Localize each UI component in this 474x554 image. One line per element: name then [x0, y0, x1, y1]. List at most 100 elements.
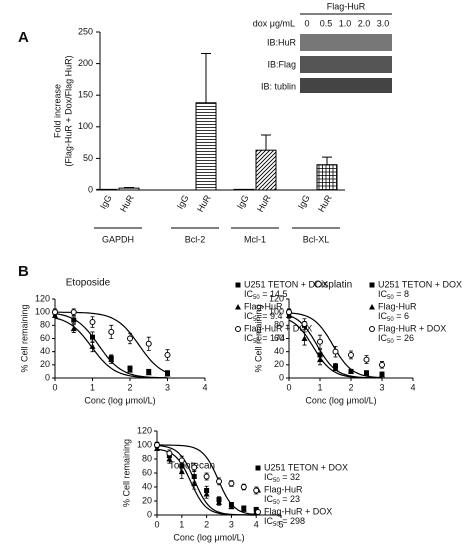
marker-triangle: [379, 371, 385, 378]
bar: [195, 102, 217, 191]
legend-ic50: IC50 = 9.4: [244, 311, 282, 322]
x-tick-label: 2: [127, 382, 132, 392]
legend-ic50: IC50 = 298: [264, 516, 305, 527]
x-tick-label: IgG: [98, 193, 114, 211]
x-tick-label: 2: [204, 519, 209, 529]
blot-label: IB:Flag: [267, 59, 296, 69]
x-tick-label: 0: [154, 519, 159, 529]
ic-prefix: IC: [244, 311, 254, 321]
ic-value: = 8: [394, 289, 409, 299]
marker-circle: [166, 450, 173, 457]
inset-dose: 1.0: [339, 18, 352, 28]
legend-marker: [235, 326, 241, 332]
error-bar: [261, 134, 271, 151]
marker-circle: [203, 473, 210, 480]
x-tick-label: IgG: [175, 193, 191, 211]
y-tick-label: 250: [78, 26, 93, 36]
legend-marker: [369, 282, 375, 288]
marker-triangle: [332, 365, 339, 371]
ic-prefix: IC: [378, 311, 388, 321]
inset-dose: 0.5: [320, 18, 333, 28]
marker-triangle: [108, 356, 115, 363]
group-label: Mcl-1: [244, 234, 266, 244]
legend-entry: U251 TETON + DOX: [244, 279, 328, 289]
y-tick-label: 40: [142, 481, 152, 491]
ic-prefix: IC: [378, 333, 388, 343]
marker-circle: [240, 484, 247, 490]
y-tick-label: 0: [147, 509, 152, 519]
marker-circle: [286, 309, 292, 316]
blot-band: [300, 56, 392, 73]
y-tick-label: 150: [78, 90, 93, 100]
marker-circle: [191, 464, 198, 471]
marker-triangle: [348, 368, 354, 374]
bar: [118, 187, 140, 191]
y-tick-label: 60: [274, 333, 284, 343]
y-tick-label: 0: [279, 372, 284, 382]
marker-circle: [164, 351, 171, 358]
marker-triangle: [301, 335, 308, 341]
marker-circle: [216, 478, 222, 485]
panel-label: A: [18, 29, 29, 46]
y-tick-label: 0: [88, 184, 93, 194]
marker-triangle: [178, 468, 185, 475]
marker-square: [90, 334, 95, 340]
legend-entry: Flag-HuR + DOX: [264, 506, 332, 516]
x-tick-label: 2: [348, 382, 353, 392]
marker-circle: [228, 480, 235, 487]
x-tick-label: 4: [202, 382, 207, 392]
legend-entry: U251 TETON + DOX: [378, 279, 462, 289]
ic-sub: 50: [387, 317, 394, 323]
y-tick-label: 80: [40, 320, 50, 330]
marker-triangle: [127, 367, 133, 373]
legend-ic50: IC50 = 174: [244, 333, 285, 344]
error-bar: [322, 156, 332, 165]
ic-prefix: IC: [264, 516, 274, 526]
ic-value: = 23: [280, 494, 300, 504]
marker-circle: [348, 351, 354, 358]
legend-ic50: IC50 = 26: [378, 333, 414, 344]
x-tick-label: 1: [179, 519, 184, 529]
bar: [96, 188, 118, 191]
ic-prefix: IC: [244, 289, 254, 299]
ic-value: = 32: [280, 472, 300, 482]
y-axis-label: % Cell remaining: [253, 304, 263, 372]
ic-value: = 174: [260, 333, 285, 343]
y-tick-label: 100: [78, 121, 93, 131]
marker-triangle: [203, 491, 210, 497]
legend-marker: [235, 282, 241, 288]
marker-circle: [145, 340, 152, 347]
bar: [255, 149, 277, 191]
y-tick-label: 40: [274, 346, 284, 356]
marker-triangle: [89, 343, 96, 349]
chart-title: Cisplatin: [314, 280, 352, 291]
error-bar: [124, 186, 134, 189]
marker-circle: [108, 328, 115, 335]
ic-value: = 6: [394, 311, 409, 321]
y-tick-label: 200: [78, 58, 93, 68]
legend-marker: [369, 304, 375, 310]
legend-entry: Flag-HuR: [244, 301, 283, 311]
ic-prefix: IC: [264, 494, 274, 504]
legend-marker: [235, 304, 241, 310]
y-axis-label: Fold increase: [52, 84, 62, 138]
inset-title: Flag-HuR: [327, 1, 366, 11]
y-tick-label: 20: [142, 495, 152, 505]
x-tick-label: IgG: [235, 193, 251, 211]
y-tick-label: 100: [35, 307, 50, 317]
x-tick-label: HuR: [195, 193, 213, 214]
y-tick-label: 80: [274, 320, 284, 330]
ic-sub: 50: [387, 295, 394, 301]
x-tick-label: 4: [254, 519, 259, 529]
marker-triangle: [317, 356, 323, 363]
marker-circle: [317, 338, 323, 345]
inset-dose: 3.0: [377, 18, 390, 28]
ic-prefix: IC: [264, 472, 274, 482]
ic-prefix: IC: [244, 333, 254, 343]
ic-value: = 9.4: [260, 311, 283, 321]
legend-entry: Flag-HuR + DOX: [244, 323, 312, 333]
ic-sub: 50: [273, 522, 280, 528]
x-tick-label: 0: [52, 382, 57, 392]
marker-circle: [178, 457, 185, 464]
